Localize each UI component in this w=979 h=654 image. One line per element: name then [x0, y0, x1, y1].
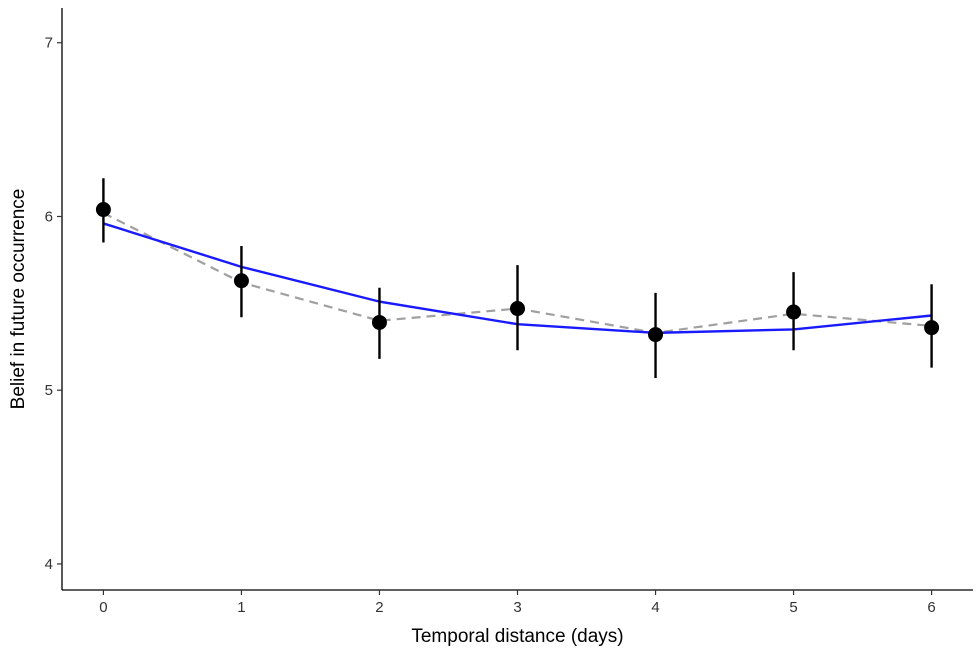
x-tick-label: 2 — [375, 599, 383, 616]
x-tick-label: 6 — [927, 599, 935, 616]
y-tick-label: 4 — [45, 556, 53, 573]
data-point — [786, 304, 802, 320]
data-point — [371, 314, 387, 330]
data-point — [233, 273, 249, 289]
plot-area — [95, 178, 940, 379]
x-tick-label: 1 — [237, 599, 245, 616]
data-point — [648, 327, 664, 343]
y-tick-label: 5 — [45, 382, 53, 399]
x-tick-label: 5 — [789, 599, 797, 616]
x-tick-label: 4 — [651, 599, 659, 616]
x-tick-label: 0 — [99, 599, 107, 616]
x-axis-title: Temporal distance (days) — [411, 626, 623, 647]
y-tick-label: 6 — [45, 208, 53, 225]
data-point — [924, 320, 940, 336]
axes: 4 5 6 7 0 1 2 3 4 5 6 — [45, 8, 973, 616]
data-point — [95, 202, 111, 218]
data-point — [510, 301, 525, 317]
y-tick-label: 7 — [45, 35, 53, 52]
x-tick-label: 3 — [513, 599, 521, 616]
y-axis-title: Belief in future occurrence — [8, 189, 29, 410]
